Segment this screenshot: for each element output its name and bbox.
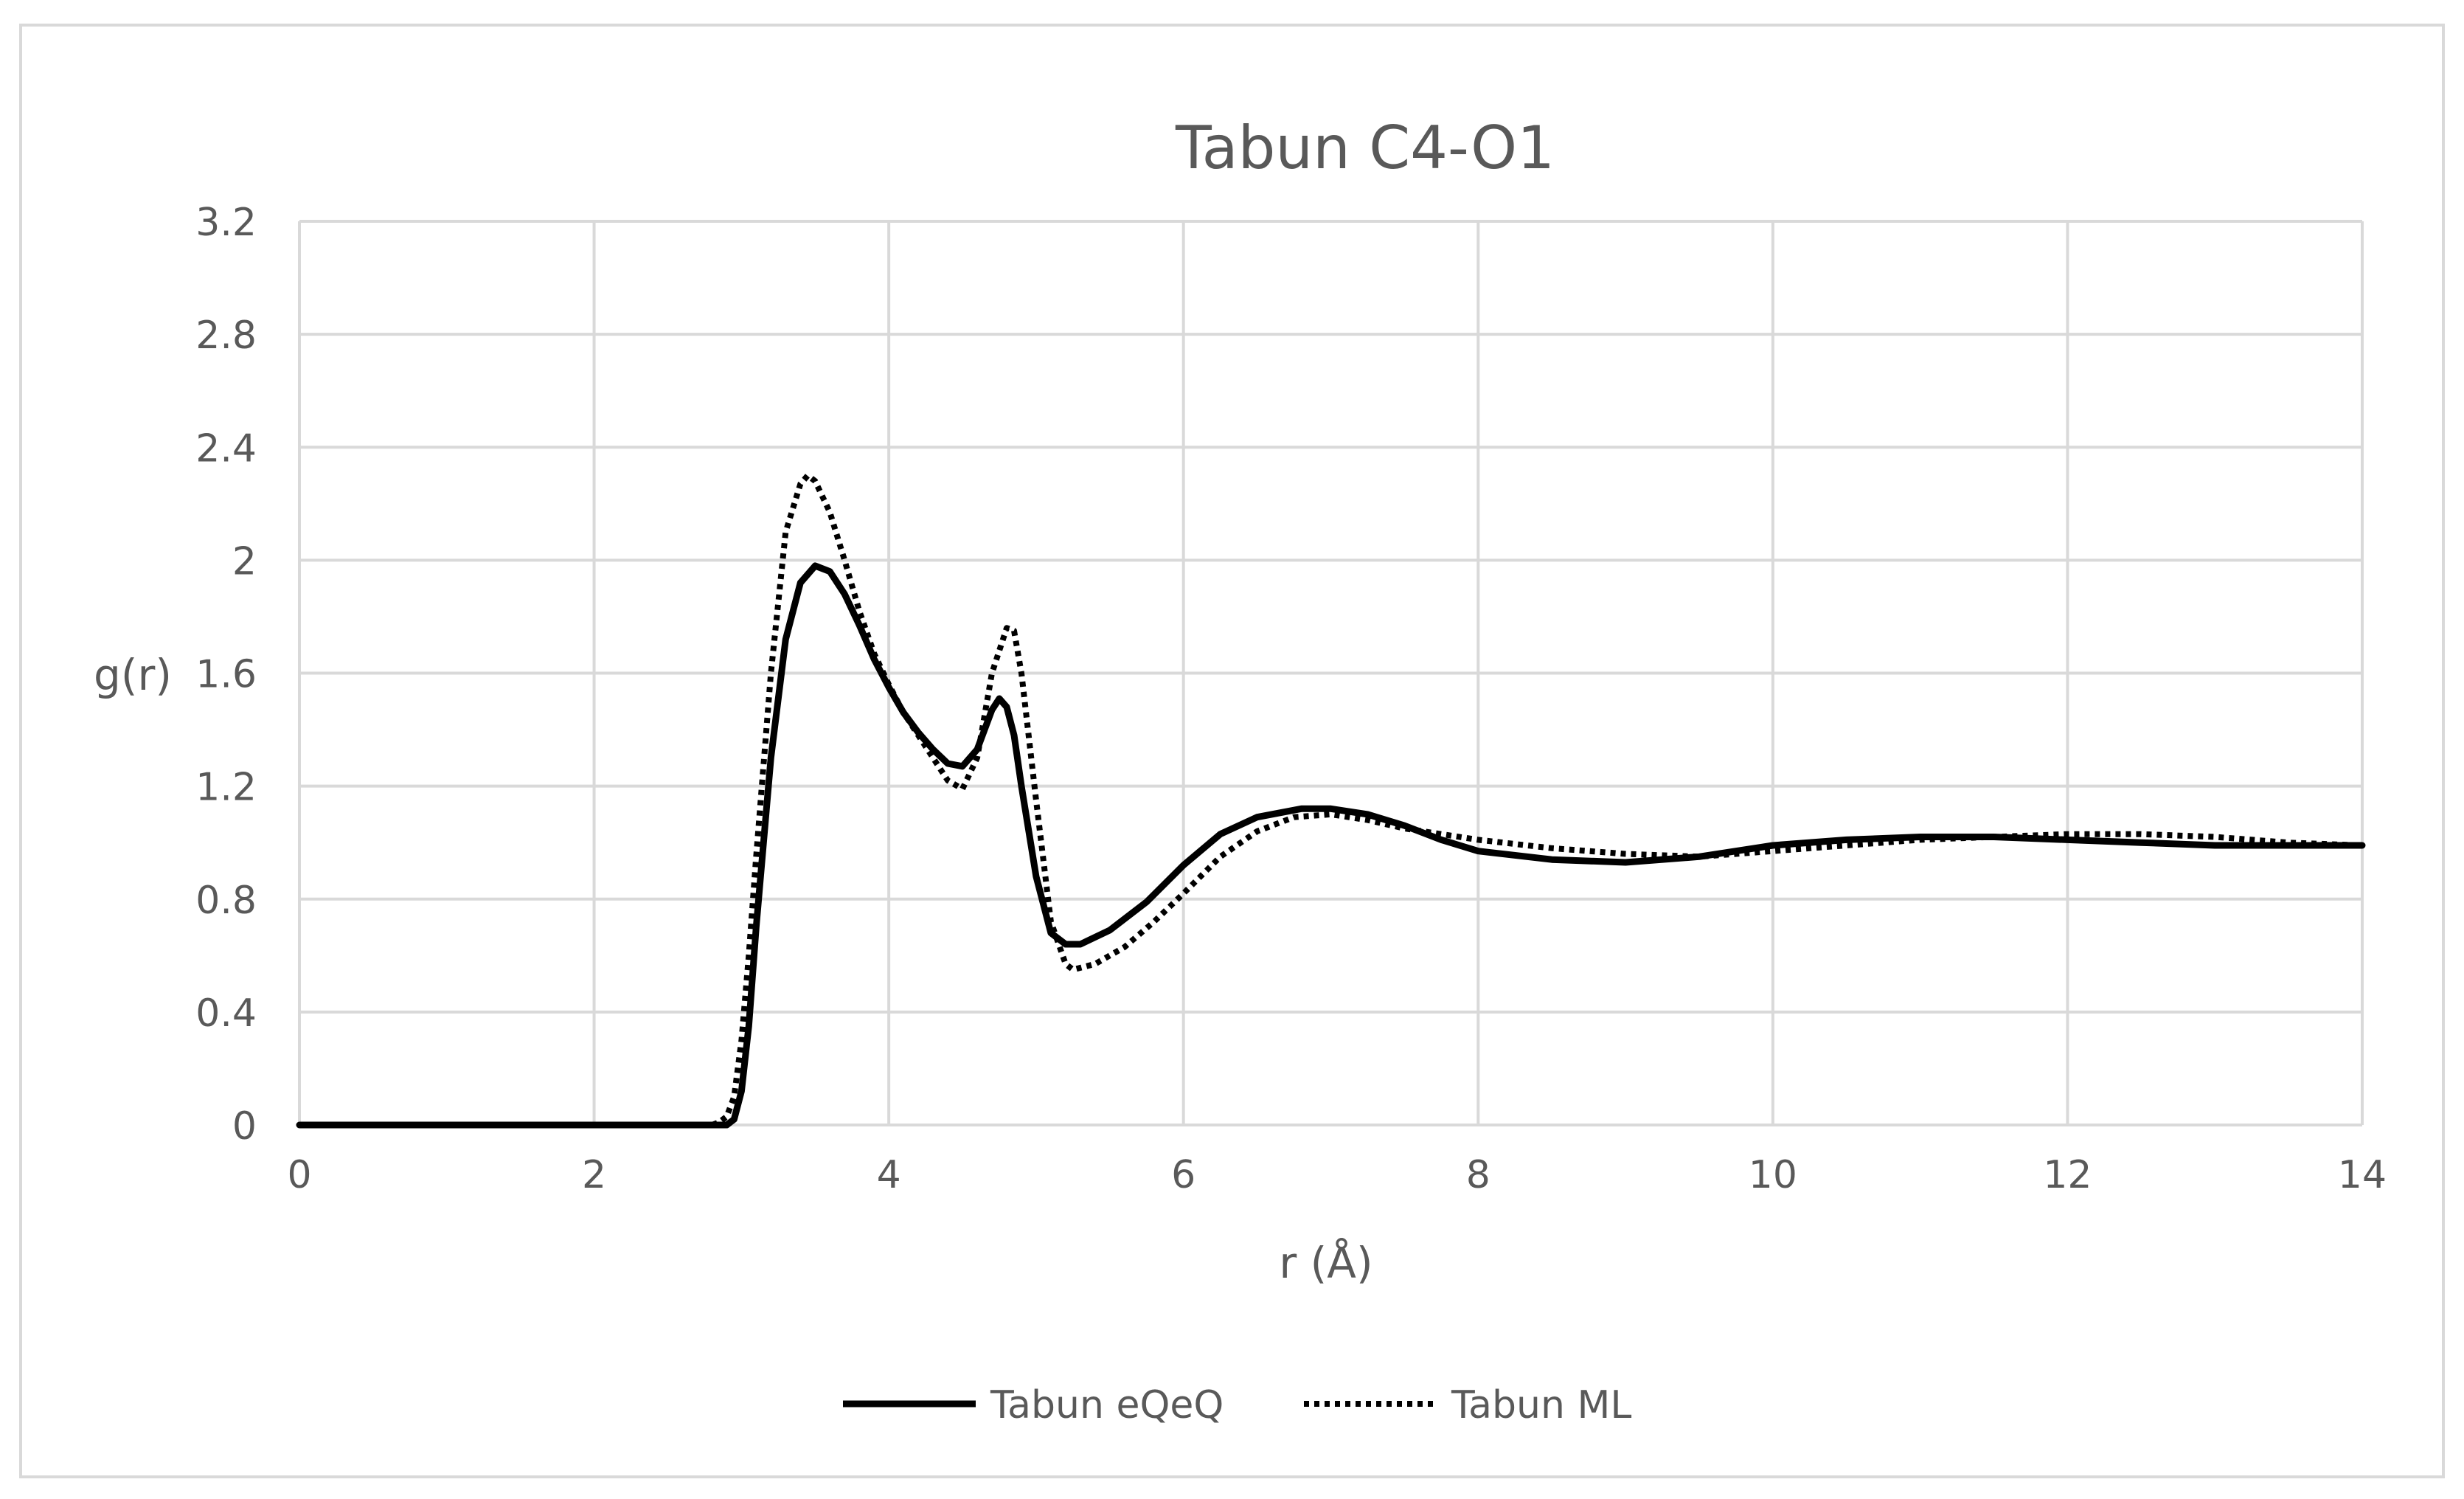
legend: Tabun eQeQ Tabun ML <box>843 1383 1631 1427</box>
legend-label: Tabun ML <box>1451 1383 1631 1427</box>
x-tick-label: 14 <box>2338 1153 2387 1197</box>
y-tick-label: 0.4 <box>195 991 257 1036</box>
y-tick-label: 0.8 <box>195 879 257 923</box>
x-tick-label: 6 <box>1171 1153 1195 1197</box>
x-tick-label: 0 <box>287 1153 311 1197</box>
x-tick-label: 2 <box>582 1153 606 1197</box>
series-lines <box>296 472 2366 1129</box>
y-tick-label: 1.6 <box>195 653 257 697</box>
y-tick-label: 0 <box>232 1104 257 1149</box>
y-tick-label: 1.2 <box>195 766 257 810</box>
y-tick-label: 2.4 <box>195 426 257 471</box>
legend-label: Tabun eQeQ <box>990 1383 1224 1427</box>
chart-title: Tabun C4-O1 <box>1175 114 1555 182</box>
x-tick-label: 10 <box>1749 1153 1797 1197</box>
x-tick-label: 12 <box>2043 1153 2092 1197</box>
gridlines <box>298 220 2364 1126</box>
x-axis-label: r (Å) <box>1279 1237 1372 1288</box>
y-tick-label: 2 <box>232 539 257 584</box>
y-axis-label: g(r) <box>94 650 172 700</box>
y-tick-label: 3.2 <box>195 201 257 245</box>
series-line-tabun-eqeq <box>296 562 2366 1129</box>
x-tick-label: 8 <box>1466 1153 1490 1197</box>
y-tick-label: 2.8 <box>195 314 257 358</box>
tick-labels: 0 0.4 0.8 1.2 1.6 2 2.4 2.8 3.2 0 2 4 6 8 10 12 14 <box>195 201 2387 1197</box>
series-line-tabun-ml <box>299 472 2363 1128</box>
chart-frame <box>19 24 2445 1478</box>
x-tick-label: 4 <box>877 1153 901 1197</box>
